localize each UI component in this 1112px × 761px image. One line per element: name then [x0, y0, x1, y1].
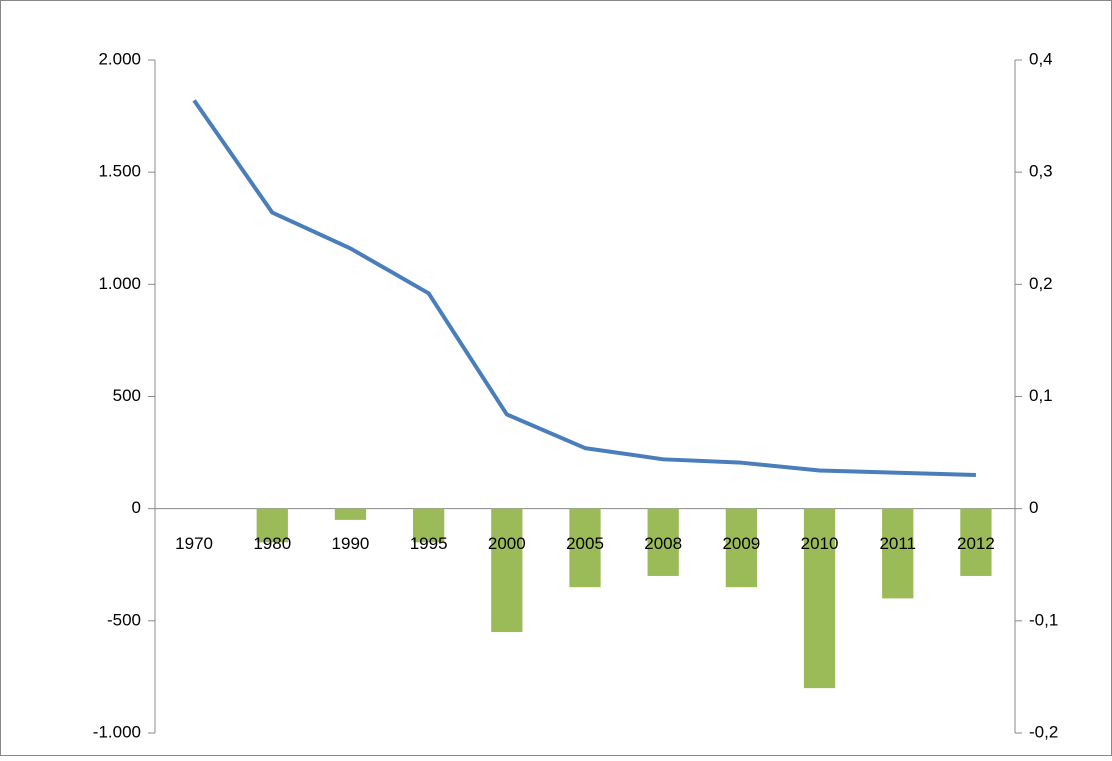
- x-tick-label: 1970: [175, 534, 213, 553]
- line: [192, 99, 976, 478]
- bar: [256, 508, 288, 543]
- y-tick-label: -500: [107, 610, 141, 629]
- y2-tick-label: -0,1: [1029, 610, 1058, 629]
- bar: [569, 508, 601, 588]
- y-tick-label: -1.000: [93, 722, 141, 741]
- bar: [882, 508, 914, 599]
- y2-tick-label: 0,2: [1029, 274, 1053, 293]
- y-tick-label: 1.000: [98, 274, 141, 293]
- x-tick-label: 2012: [957, 534, 995, 553]
- bar: [647, 508, 679, 576]
- x-tick-label: 2000: [488, 534, 526, 553]
- x-tick-label: 1980: [253, 534, 291, 553]
- y2-tick-label: -0,2: [1029, 722, 1058, 741]
- y2-tick-label: 0,1: [1029, 386, 1053, 405]
- y-tick-label: 2.000: [98, 49, 141, 68]
- x-tick-label: 2011: [879, 534, 916, 553]
- x-tick-label: 2008: [644, 534, 682, 553]
- x-tick-label: 2005: [566, 534, 604, 553]
- x-tick-label: 2009: [722, 534, 760, 553]
- y2-tick-label: 0,4: [1029, 49, 1053, 68]
- bar: [413, 508, 445, 543]
- y2-tick-label: 0,3: [1029, 162, 1053, 181]
- y-tick-label: 500: [113, 386, 141, 405]
- bar: [803, 508, 836, 689]
- y2-tick-label: 0: [1029, 498, 1038, 517]
- y-tick-label: 0: [132, 498, 141, 517]
- bar: [960, 508, 992, 576]
- x-tick-label: 1995: [410, 534, 448, 553]
- y-tick-label: 1.500: [98, 162, 141, 181]
- bar: [334, 508, 367, 520]
- x-tick-label: 1990: [332, 534, 370, 553]
- bar: [491, 508, 523, 633]
- x-tick-label: 2010: [801, 534, 839, 553]
- bar: [725, 508, 757, 588]
